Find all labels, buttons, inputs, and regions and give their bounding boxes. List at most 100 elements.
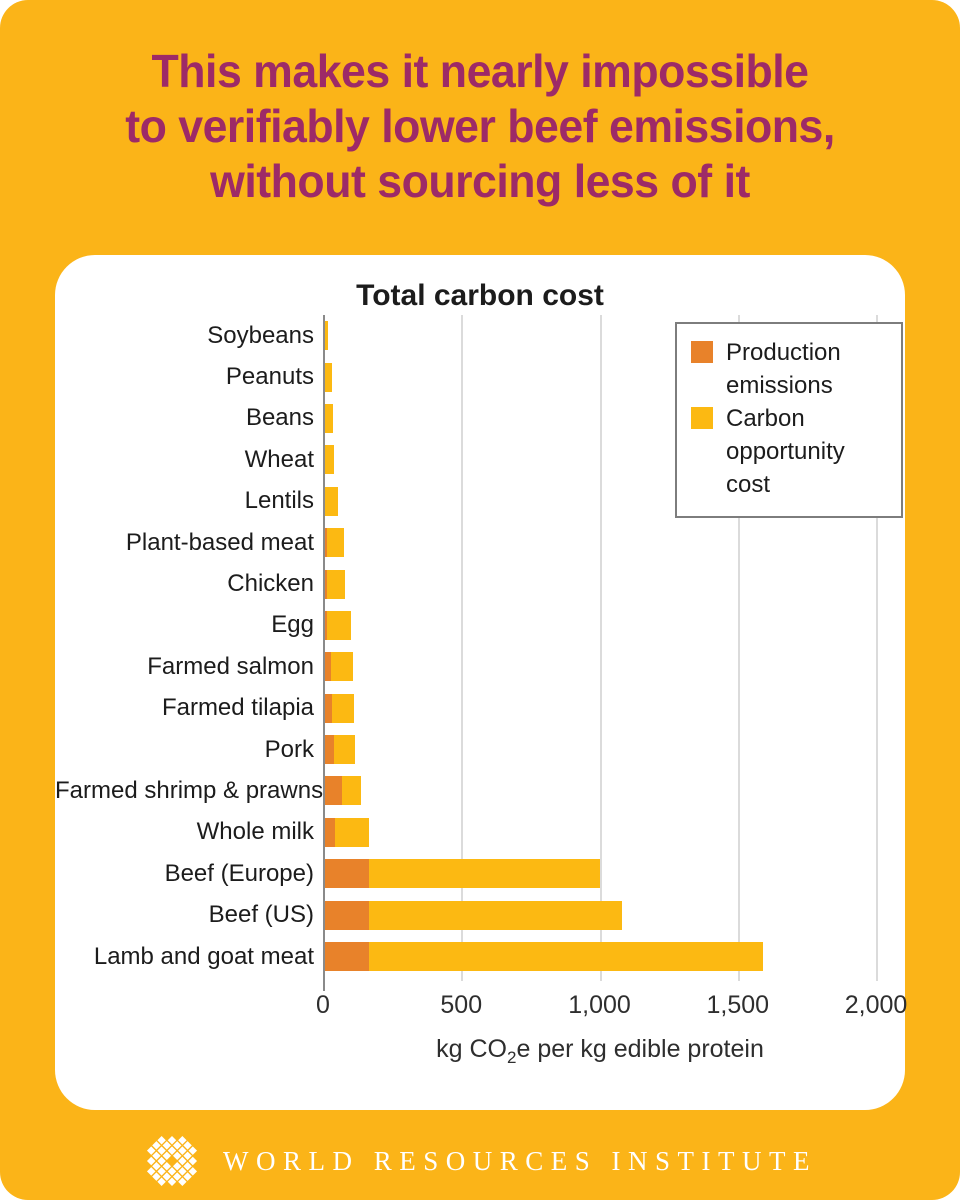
bar-segment-opportunity: [324, 486, 338, 516]
bar-row: Beans: [55, 398, 905, 439]
chart-title: Total carbon cost: [356, 279, 604, 312]
bar-segment-opportunity: [335, 817, 369, 847]
bar-row: Chicken: [55, 563, 905, 604]
category-label: Lamb and goat meat: [93, 942, 314, 970]
bar-track: [323, 693, 905, 723]
bar-rows: Soybeans Peanuts Beans Wheat Lentils Plant-ba…: [55, 315, 905, 977]
grid-layer: [323, 315, 878, 995]
category-label: Chicken: [227, 570, 314, 598]
bar-segment-production: [323, 817, 336, 847]
x-axis-label-prefix: kg CO: [436, 1035, 507, 1063]
category-label: Farmed salmon: [147, 652, 314, 680]
bar-track: [323, 528, 905, 558]
bar-segment-opportunity: [324, 403, 333, 433]
bar-segment-production: [323, 735, 335, 765]
x-tick-label: 1,500: [706, 991, 770, 1019]
bar-row: Lamb and goat meat: [55, 936, 905, 977]
category-label: Lentils: [244, 487, 314, 515]
bar-segment-opportunity: [332, 693, 354, 723]
headline-line-1: This makes it nearly impossible: [151, 45, 809, 97]
footer: WORLD RESOURCES INSTITUTE: [0, 1122, 960, 1200]
production-emissions-swatch-icon: [691, 341, 713, 363]
bar-track: [323, 610, 905, 640]
bar-row: Pork: [55, 729, 905, 770]
bar-segment-production: [323, 652, 332, 682]
bar-row: Soybeans: [55, 315, 905, 356]
bar-track: [323, 569, 905, 599]
category-label: Egg: [271, 611, 314, 639]
bar-segment-opportunity: [324, 362, 333, 392]
bar-track: [323, 652, 905, 682]
bar-segment-opportunity: [341, 776, 361, 806]
bar-segment-opportunity: [368, 942, 763, 972]
category-label: Whole milk: [196, 818, 314, 846]
legend-label: Production emissions: [726, 336, 841, 402]
legend-label-line: emissions: [726, 372, 833, 400]
gridline-2000: [876, 315, 878, 981]
category-label: Peanuts: [225, 363, 314, 391]
gridline-1500: [737, 315, 740, 981]
bar-track: [323, 817, 905, 847]
bar-row: Peanuts: [55, 356, 905, 397]
bar-row: Egg: [55, 605, 905, 646]
bar-row: Farmed salmon: [55, 646, 905, 687]
bar-segment-opportunity: [327, 610, 351, 640]
category-label: Wheat: [244, 445, 314, 473]
footer-org-name: WORLD RESOURCES INSTITUTE: [223, 1145, 817, 1176]
bar-track: [323, 859, 905, 889]
bar-track: [323, 900, 905, 930]
x-tick-label: 1,000: [568, 991, 631, 1019]
legend: Production emissions Carbon opportunity cos…: [675, 322, 903, 518]
legend-label-line: Production: [726, 339, 841, 366]
legend-item-production-emissions: Production emissions: [691, 336, 895, 402]
bar-row: Farmed shrimp & prawns: [55, 770, 905, 811]
headline: This makes it nearly impossible to verif…: [14, 0, 945, 210]
bar-segment-opportunity: [368, 900, 623, 930]
bar-segment-opportunity: [324, 445, 335, 475]
category-label: Beef (Europe): [164, 859, 314, 887]
bar-row: Beef (US): [55, 894, 905, 935]
x-tick-label: 2,000: [844, 991, 908, 1019]
bar-row: Beef (Europe): [55, 853, 905, 894]
bar-row: Lentils: [55, 481, 905, 522]
category-label: Beans: [245, 404, 314, 432]
legend-label-line: Carbon: [726, 405, 805, 433]
category-label: Farmed tilapia: [161, 694, 314, 722]
bar-row: Whole milk: [55, 812, 905, 853]
bar-segment-production: [323, 610, 328, 640]
legend-label: Carbon opportunity cost: [726, 402, 895, 501]
bar-segment-production: [323, 693, 333, 723]
bar-segment-production: [323, 776, 342, 806]
x-axis-ticks: 0 500 1,000 1,500 2,000: [316, 991, 907, 1025]
headline-line-2: to verifiably lower beef emissions,: [125, 100, 835, 153]
y-axis-line: [323, 315, 325, 991]
bar-segment-opportunity: [369, 859, 601, 889]
bar-row: Wheat: [55, 439, 905, 480]
gridline-1000: [599, 315, 602, 981]
bar-row: Plant-based meat: [55, 522, 905, 563]
x-tick-label: 500: [440, 991, 483, 1019]
chart-card: Total carbon cost Soybeans Peanuts Beans Wh…: [55, 255, 907, 1110]
bar-track: [323, 735, 905, 765]
category-label: Beef (US): [208, 901, 314, 929]
gridline-500: [461, 315, 464, 981]
bar-segment-opportunity: [326, 528, 344, 558]
x-axis-label-suffix: e per kg edible protein: [516, 1035, 764, 1063]
bar-segment-production: [323, 900, 369, 930]
headline-line-3: without sourcing less of it: [210, 155, 750, 208]
bar-segment-production: [323, 942, 369, 972]
carbon-opportunity-cost-swatch-icon: [691, 407, 713, 430]
x-axis-label-subscript: 2: [507, 1048, 517, 1067]
bar-segment-production: [323, 859, 370, 889]
bar-segment-opportunity: [334, 735, 355, 765]
x-tick-label: 0: [316, 991, 330, 1019]
category-label: Plant-based meat: [125, 528, 314, 556]
legend-item-carbon-opportunity-cost: Carbon opportunity cost: [691, 402, 895, 501]
bar-row: Farmed tilapia: [55, 688, 905, 729]
category-label: Soybeans: [207, 321, 314, 349]
legend-label-line: opportunity cost: [726, 438, 845, 499]
category-label: Pork: [264, 735, 314, 763]
bar-track: [323, 942, 905, 972]
category-label: Farmed shrimp & prawns: [55, 776, 324, 804]
